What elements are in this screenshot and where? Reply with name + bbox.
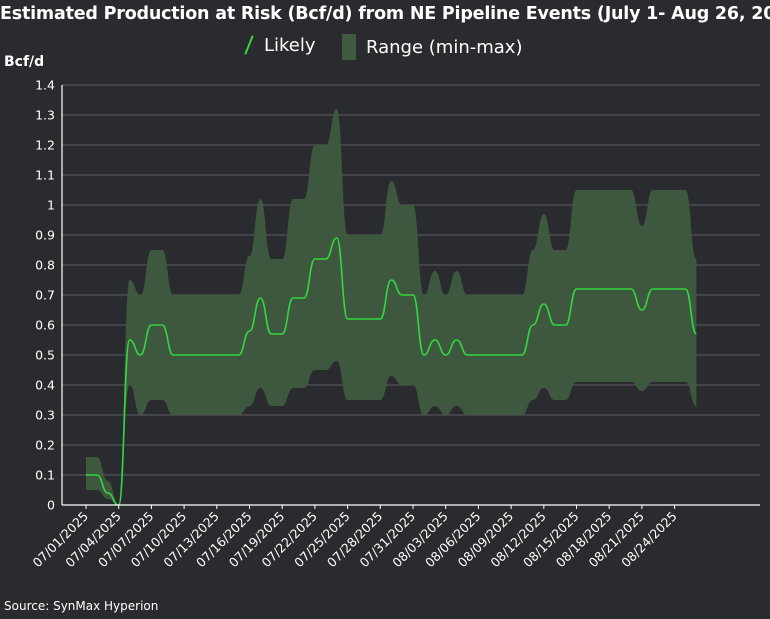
y-tick-label: 0.4 bbox=[35, 378, 55, 393]
range-band-area bbox=[86, 109, 697, 505]
chart-title: Estimated Production at Risk (Bcf/d) fro… bbox=[0, 4, 770, 24]
y-tick-label: 0.8 bbox=[35, 258, 55, 273]
y-tick-label: 0.2 bbox=[35, 438, 55, 453]
y-tick-labels: 0 0.1 0.2 0.3 0.4 0.5 0.6 0.7 0.8 0.9 1 1.1 1.2 1.3 1.… bbox=[35, 78, 55, 513]
y-tick-label: 0 bbox=[47, 498, 55, 513]
legend-area-swatch bbox=[342, 34, 356, 60]
y-tick-label: 1.1 bbox=[35, 168, 55, 183]
y-tick-label: 0.1 bbox=[35, 468, 55, 483]
y-tick-label: 0.6 bbox=[35, 318, 55, 333]
y-tick-label: 1 bbox=[47, 198, 55, 213]
x-tick-labels: 07/01/202507/04/202507/07/202507/10/2025… bbox=[30, 505, 680, 570]
range-band-layer bbox=[86, 109, 697, 505]
legend-item-likely: Likely bbox=[242, 34, 316, 56]
legend-item-range: Range (min-max) bbox=[342, 34, 522, 60]
y-tick-label: 0.3 bbox=[35, 408, 55, 423]
legend-label-likely: Likely bbox=[264, 34, 316, 56]
likely-line-layer bbox=[85, 237, 698, 506]
legend: Likely Range (min-max) bbox=[0, 34, 770, 62]
y-axis-label: Bcf/d bbox=[4, 54, 45, 70]
y-tick-label: 0.5 bbox=[35, 348, 55, 363]
y-tick-label: 1.3 bbox=[35, 108, 55, 123]
y-tick-label: 0.7 bbox=[35, 288, 55, 303]
axes bbox=[61, 85, 760, 506]
legend-label-range: Range (min-max) bbox=[366, 36, 523, 58]
y-tick-label: 1.2 bbox=[35, 138, 55, 153]
likely-series-line bbox=[85, 237, 698, 506]
source-note: Source: SynMax Hyperion bbox=[4, 599, 159, 613]
y-tick-label: 1.4 bbox=[35, 78, 55, 93]
y-tick-label: 0.9 bbox=[35, 228, 55, 243]
